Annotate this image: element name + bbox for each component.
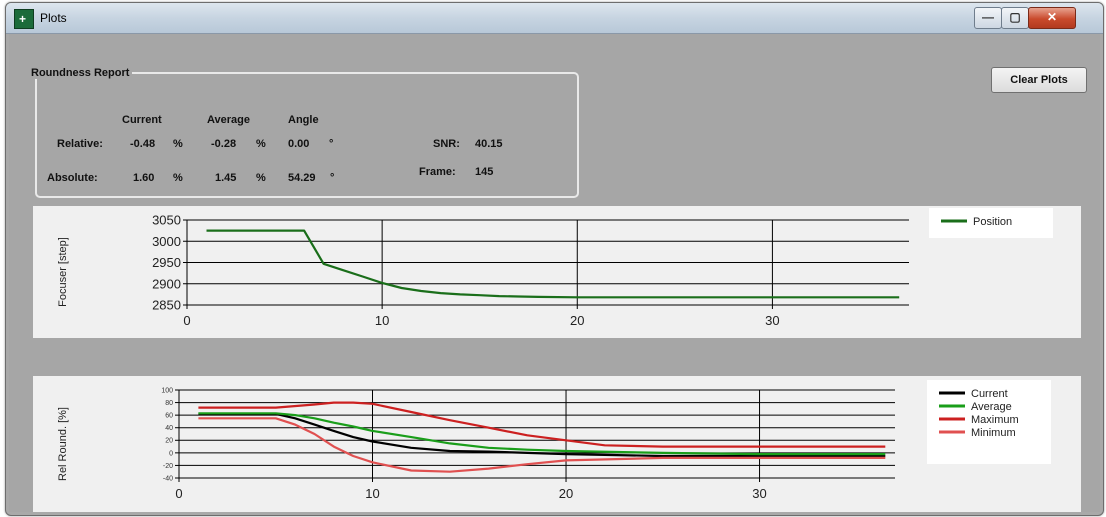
snr-label: SNR:	[433, 138, 460, 150]
roundness-x-tick-label: 20	[559, 486, 573, 501]
frame-value: 145	[475, 166, 494, 178]
absolute-average: 1.45	[215, 172, 237, 184]
absolute-label: Absolute:	[47, 172, 98, 184]
relative-average-unit: %	[256, 138, 266, 150]
focuser-x-tick-label: 0	[183, 313, 190, 328]
roundness-y-tick-label: -20	[163, 463, 173, 470]
focuser-legend-label-position: Position	[973, 216, 1012, 228]
minimize-button[interactable]: —	[974, 7, 1002, 29]
roundness-chart-panel: Rel Round. [%] -40 -20 0 20 40 60 80 100 0 10 20 30…	[33, 376, 1081, 512]
client-area: Roundness Report Current Average Angle R…	[9, 34, 1100, 512]
header-angle: Angle	[288, 114, 319, 126]
focuser-y-tick-label: 2850	[152, 298, 181, 313]
roundness-x-tick-label: 30	[752, 486, 766, 501]
roundness-series-minimum-line	[198, 417, 886, 473]
roundness-legend-label-maximum: Maximum	[971, 414, 1019, 426]
absolute-current-unit: %	[173, 172, 183, 184]
roundness-y-tick-label: 20	[165, 438, 173, 445]
roundness-legend-label-minimum: Minimum	[971, 427, 1016, 439]
frame-label: Frame:	[419, 166, 456, 178]
focuser-y-tick-label: 3050	[152, 213, 181, 228]
absolute-angle: 54.29	[288, 172, 316, 184]
header-current: Current	[122, 114, 162, 126]
roundness-y-tick-label: 100	[161, 387, 173, 394]
close-icon: ✕	[1046, 10, 1058, 24]
roundness-y-tick-label: -40	[163, 475, 173, 482]
clear-plots-button[interactable]: Clear Plots	[991, 67, 1087, 93]
close-button[interactable]: ✕	[1028, 7, 1076, 29]
focuser-chart: 2850 2900 2950 3000 3050 0 10 20 30 Position	[152, 208, 1053, 328]
focuser-x-tick-label: 20	[570, 313, 584, 328]
roundness-y-tick-label: 60	[165, 413, 173, 420]
focuser-y-tick-label: 2900	[152, 276, 181, 291]
roundness-series-current-line	[198, 412, 886, 458]
title-bar[interactable]: + Plots — ▢ ✕	[6, 3, 1103, 34]
roundness-series-average-line	[198, 412, 886, 456]
roundness-report-group	[35, 72, 579, 198]
header-average: Average	[207, 114, 251, 126]
relative-angle: 0.00	[288, 138, 310, 150]
absolute-angle-unit: °	[330, 172, 335, 184]
maximize-icon: ▢	[1009, 10, 1021, 24]
focuser-x-tick-label: 30	[765, 313, 779, 328]
relative-angle-unit: °	[329, 138, 334, 150]
absolute-average-unit: %	[256, 172, 266, 184]
window-title: Plots	[40, 11, 67, 25]
focuser-legend-box	[929, 208, 1053, 238]
focuser-chart-panel: Focuser [step] 2850 2900 2950 3000 3050 0 10 20…	[33, 206, 1081, 338]
relative-current-unit: %	[173, 138, 183, 150]
relative-average: -0.28	[211, 138, 237, 150]
roundness-y-tick-label: 40	[165, 425, 173, 432]
roundness-y-tick-label: 80	[165, 400, 173, 407]
roundness-legend-label-average: Average	[971, 401, 1012, 413]
roundness-report-title: Roundness Report	[29, 67, 133, 79]
maximize-button[interactable]: ▢	[1001, 7, 1029, 29]
relative-current: -0.48	[130, 138, 156, 150]
relative-label: Relative:	[57, 138, 103, 150]
minimize-icon: —	[982, 10, 994, 24]
roundness-legend-label-current: Current	[971, 388, 1008, 400]
roundness-x-tick-label: 10	[365, 486, 379, 501]
focuser-x-tick-label: 10	[375, 313, 389, 328]
roundness-x-tick-label: 0	[175, 486, 182, 501]
roundness-series-maximum-line	[198, 401, 886, 448]
snr-value: 40.15	[475, 138, 503, 150]
plots-window: + Plots — ▢ ✕ Roundness Report Current A…	[5, 2, 1104, 516]
plots-app-icon: +	[14, 9, 34, 29]
focuser-y-tick-label: 2950	[152, 255, 181, 270]
absolute-current: 1.60	[133, 172, 155, 184]
focuser-series-position-line	[206, 229, 900, 299]
focuser-y-tick-label: 3000	[152, 234, 181, 249]
roundness-y-tick-label: 0	[169, 450, 173, 457]
